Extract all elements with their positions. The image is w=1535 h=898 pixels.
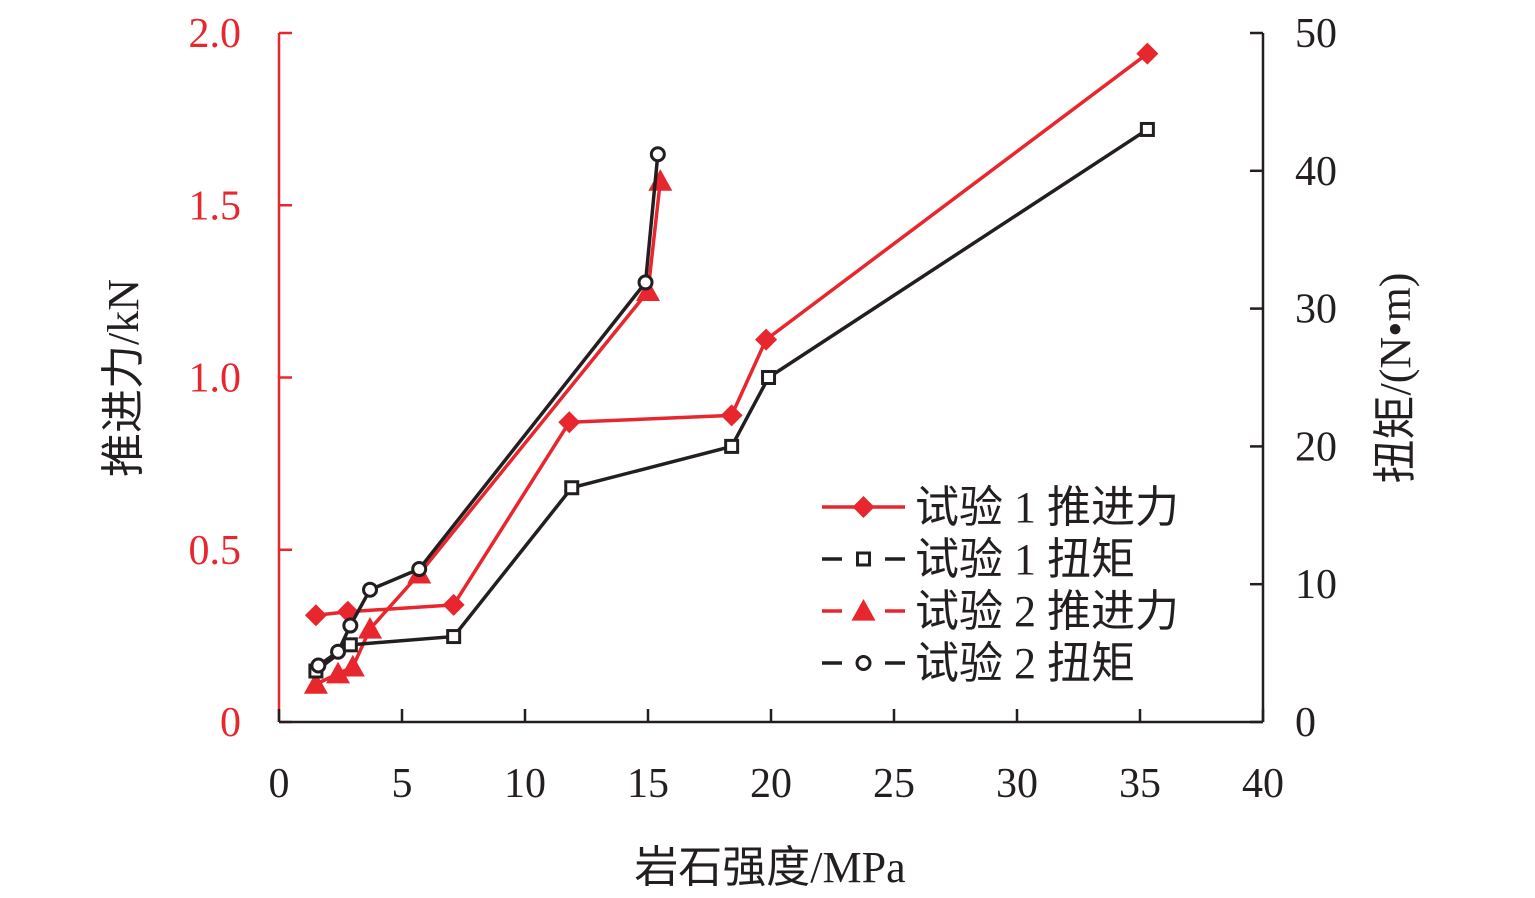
y-left-tick-label: 0.5 xyxy=(189,528,242,574)
series-2-point xyxy=(724,438,740,454)
series-3 xyxy=(303,169,673,694)
x-axis-title: 岩石强度/MPa xyxy=(634,843,905,892)
legend-marker xyxy=(855,655,872,671)
series-4-point xyxy=(649,146,666,163)
series-4-point xyxy=(330,643,347,660)
x-tick-label: 15 xyxy=(627,761,669,807)
series-1-point xyxy=(755,328,778,351)
x-tick-label: 35 xyxy=(1119,761,1161,807)
x-tick-label: 0 xyxy=(269,761,290,807)
series-3-point xyxy=(303,672,328,694)
series-3-point xyxy=(648,169,673,191)
y-right-tick-label: 0 xyxy=(1295,700,1316,746)
y-left-tick-label: 1.5 xyxy=(189,183,242,229)
series-4 xyxy=(310,146,666,674)
y-right-tick-label: 30 xyxy=(1295,287,1337,333)
legend-item-4: 试验 2 扭矩 xyxy=(822,639,1135,688)
series-2-point xyxy=(564,480,580,496)
y-right-tick-label: 10 xyxy=(1295,562,1337,608)
y-right-tick-label: 20 xyxy=(1295,424,1337,470)
series-1-point xyxy=(442,593,465,616)
legend-marker xyxy=(852,496,875,518)
x-tick-label: 40 xyxy=(1242,761,1284,807)
legend-label: 试验 1 扭矩 xyxy=(915,535,1135,584)
legend-item-3: 试验 2 推进力 xyxy=(822,587,1179,636)
series-1-point xyxy=(720,404,743,427)
legend-label: 试验 1 推进力 xyxy=(915,483,1179,532)
x-tick-label: 25 xyxy=(873,761,915,807)
legend-label: 试验 2 扭矩 xyxy=(915,639,1135,688)
series-layer xyxy=(303,42,1159,694)
series-2-point xyxy=(342,637,358,653)
series-4-point xyxy=(310,657,327,674)
series-2-point xyxy=(1139,121,1155,137)
series-3-point xyxy=(340,654,365,677)
series-3-point xyxy=(636,279,660,301)
series-1 xyxy=(304,42,1159,627)
legend-item-1: 试验 1 推进力 xyxy=(822,483,1179,532)
axes: 0 0.5 1.0 1.5 2.0 0 10 20 30 40 50 0 5 10 15 20 25 30 35 40 xyxy=(189,11,1338,807)
series-4-point xyxy=(342,617,359,634)
y-axis-right-title: 扭矩/(N•m) xyxy=(1371,273,1420,484)
x-tick-label: 30 xyxy=(996,761,1038,807)
series-1-point xyxy=(1136,42,1159,65)
series-3-point xyxy=(326,661,351,684)
series-2-point xyxy=(446,629,462,645)
y-right-tick-label: 50 xyxy=(1295,11,1337,57)
series-3-line xyxy=(315,180,663,686)
y-right-tick-label: 40 xyxy=(1295,149,1337,195)
x-tick-label: 5 xyxy=(392,761,413,807)
series-4-point xyxy=(637,274,654,291)
series-1-point xyxy=(558,411,581,434)
y-axis-left-title: 推进力/kN xyxy=(99,279,148,477)
x-tick-label: 10 xyxy=(504,761,546,807)
series-1-point xyxy=(304,604,327,627)
series-3-point xyxy=(358,616,383,639)
series-4-point xyxy=(411,561,428,578)
legend-item-2: 试验 1 扭矩 xyxy=(822,535,1135,584)
y-left-tick-label: 2.0 xyxy=(189,11,242,57)
legend-marker xyxy=(856,551,871,567)
legend-label: 试验 2 推进力 xyxy=(915,587,1179,636)
x-tick-label: 20 xyxy=(750,761,792,807)
series-4-point xyxy=(362,581,379,598)
y-left-tick-label: 0 xyxy=(220,700,241,746)
series-2-point xyxy=(761,370,777,385)
legend-marker xyxy=(851,599,876,621)
y-left-tick-label: 1.0 xyxy=(189,356,242,402)
